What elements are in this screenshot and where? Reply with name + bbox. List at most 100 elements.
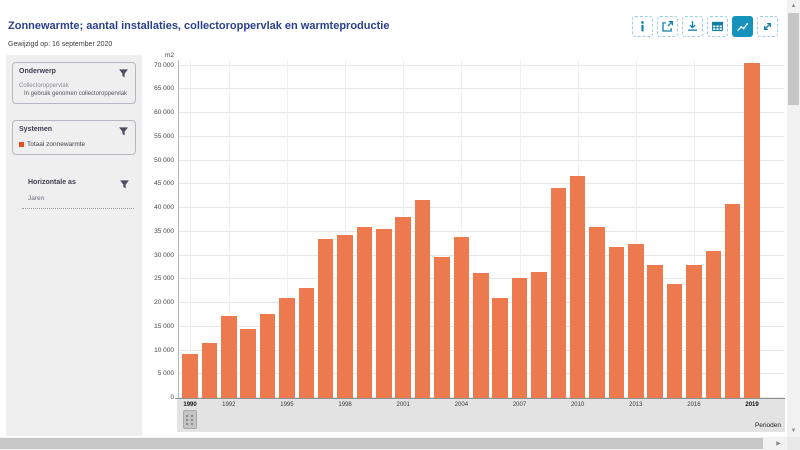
bar-2003[interactable] — [434, 256, 450, 398]
x-tick-label: 2001 — [396, 402, 410, 408]
info-button[interactable] — [632, 16, 653, 37]
bar-2015[interactable] — [666, 283, 683, 398]
bar-2019[interactable] — [744, 63, 760, 398]
gridline — [178, 112, 784, 113]
bar-2007[interactable] — [511, 277, 528, 398]
gridline — [190, 60, 192, 398]
x-axis-title: Perioden — [754, 422, 781, 429]
gridline — [178, 230, 784, 232]
panel-onderwerp[interactable]: Onderwerp Collectoroppervlak In gebruik … — [12, 62, 136, 104]
bar-2004[interactable] — [453, 236, 470, 398]
x-tick-label: 2019 — [745, 402, 759, 408]
bar-chart-plot — [178, 60, 784, 398]
bar-2010[interactable] — [569, 175, 586, 398]
x-tick-label: 2013 — [629, 402, 643, 408]
y-tick-label: 35 000 — [154, 227, 174, 235]
y-tick-label: 15 000 — [154, 322, 174, 330]
panel-horizontale-as[interactable]: Horizontale as Jaren — [22, 177, 134, 209]
bar-1997[interactable] — [317, 238, 334, 398]
y-axis-unit: m2 — [164, 52, 174, 59]
onderwerp-selected-label: In gebruik genomen collectoroppervlak — [24, 91, 128, 97]
bar-2016[interactable] — [686, 265, 702, 398]
x-axis-line — [175, 398, 785, 399]
bar-2018[interactable] — [724, 204, 741, 398]
horizontale-as-title: Horizontale as — [28, 179, 76, 186]
bar-2009[interactable] — [550, 188, 567, 398]
y-tick-label: 10 000 — [154, 346, 174, 354]
zoom-drag-handle[interactable] — [183, 410, 197, 429]
y-tick-label: 20 000 — [154, 299, 174, 306]
y-tick-label: 0 — [170, 394, 174, 401]
gridline — [693, 60, 695, 398]
scrollbar-corner — [787, 437, 800, 450]
gridline — [461, 60, 463, 398]
gridline — [178, 159, 784, 161]
filter-sidebar: Onderwerp Collectoroppervlak In gebruik … — [6, 55, 142, 436]
legend-item: Totaal zonnewarmte — [19, 141, 129, 148]
gridline — [178, 183, 784, 185]
horizontale-as-value: Jaren — [28, 195, 45, 202]
fullscreen-button[interactable] — [757, 16, 778, 37]
open-external-button[interactable] — [657, 16, 678, 37]
chart-view-button[interactable] — [732, 16, 753, 37]
gridline — [178, 207, 784, 208]
bar-2001[interactable] — [395, 216, 411, 398]
scroll-right-icon[interactable]: ▶ — [776, 441, 781, 447]
bar-2006[interactable] — [492, 298, 508, 398]
bar-2002[interactable] — [414, 200, 431, 398]
bar-1992[interactable] — [221, 315, 237, 398]
bar-2017[interactable] — [705, 250, 722, 398]
vertical-scrollbar[interactable]: ▲ ▼ — [787, 0, 800, 437]
vertical-scrollbar-thumb[interactable] — [788, 13, 799, 105]
panel-systemen[interactable]: Systemen Totaal zonnewarmte — [12, 120, 136, 155]
scroll-down-icon[interactable]: ▼ — [790, 428, 797, 434]
table-view-button[interactable] — [707, 16, 728, 37]
filter-icon[interactable] — [119, 179, 130, 190]
y-tick-label: 25 000 — [154, 275, 174, 283]
bar-2008[interactable] — [531, 272, 547, 398]
x-tick-label: 2016 — [687, 402, 701, 408]
gridline — [635, 60, 637, 398]
y-tick-label: 5 000 — [157, 370, 174, 378]
bar-1991[interactable] — [201, 342, 218, 398]
bar-2011[interactable] — [589, 227, 605, 398]
bar-1994[interactable] — [259, 314, 276, 398]
x-tick-label: 1990 — [183, 402, 197, 408]
bar-1990[interactable] — [182, 353, 198, 398]
x-tick-label: 2004 — [454, 402, 469, 408]
y-tick-label: 45 000 — [154, 180, 174, 188]
filter-icon[interactable] — [118, 126, 129, 137]
horizontal-scrollbar-thumb[interactable] — [0, 438, 763, 449]
scroll-up-icon[interactable]: ▲ — [790, 3, 797, 9]
download-button[interactable] — [682, 16, 703, 37]
bar-2000[interactable] — [376, 229, 392, 398]
y-axis-line — [178, 60, 179, 398]
bar-2005[interactable] — [473, 273, 489, 398]
filter-icon[interactable] — [118, 68, 129, 79]
modified-date: Gewijzigd op: 16 september 2020 — [8, 41, 113, 48]
bar-1999[interactable] — [356, 227, 373, 398]
x-axis-band: 1990 1992 1995 1998 2001 2004 2007 2010 2013 2016… — [177, 399, 785, 432]
bar-1995[interactable] — [279, 298, 295, 398]
x-tick-label: 2010 — [570, 402, 585, 408]
gridline — [178, 88, 784, 90]
y-tick-label: 50 000 — [154, 156, 174, 164]
bar-2013[interactable] — [628, 243, 644, 398]
x-tick-label: 2007 — [512, 402, 527, 408]
bar-1998[interactable] — [337, 234, 353, 398]
horizontal-scrollbar[interactable]: ▶ — [0, 437, 787, 450]
bar-2012[interactable] — [608, 247, 625, 398]
y-tick-label: 65 000 — [154, 85, 174, 93]
gridline — [286, 60, 288, 398]
gridline — [519, 60, 521, 398]
bar-1993[interactable] — [240, 329, 256, 398]
x-tick-label: 1992 — [222, 402, 236, 408]
x-tick-label: 1998 — [338, 402, 352, 408]
gridline — [345, 60, 347, 398]
panel-systemen-title: Systemen — [19, 126, 53, 133]
toolbar — [632, 16, 778, 37]
gridline — [178, 254, 784, 256]
bar-1996[interactable] — [298, 288, 315, 398]
bar-2014[interactable] — [647, 264, 663, 398]
